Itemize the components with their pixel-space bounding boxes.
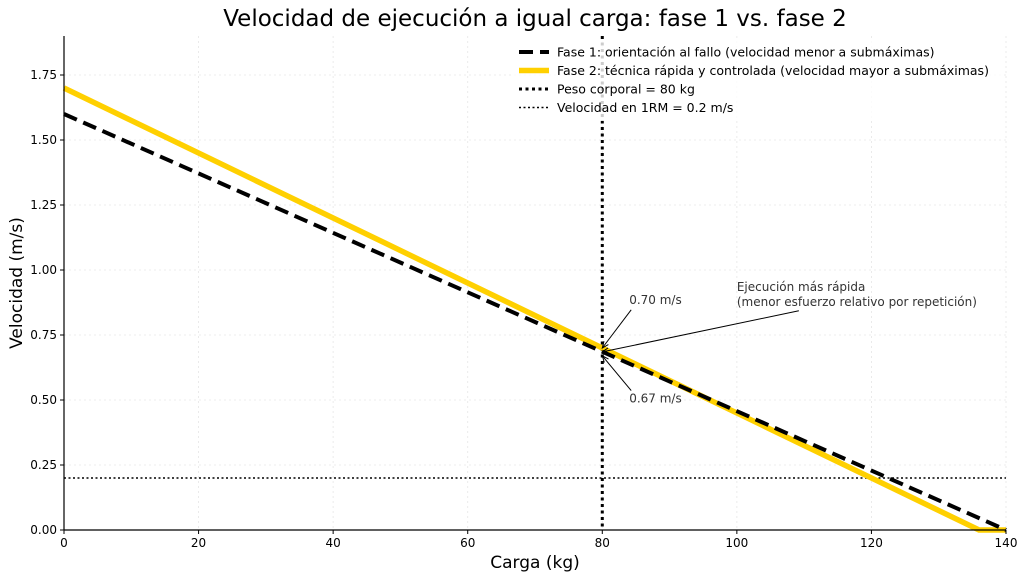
legend-label: Fase 2: técnica rápida y controlada (vel… [557,63,989,78]
y-tick-label: 1.50 [30,133,57,147]
annotation-arrowhead [601,347,610,354]
legend-label: Fase 1: orientación al fallo (velocidad … [557,45,935,60]
legend-label: Velocidad en 1RM = 0.2 m/s [557,100,733,115]
y-tick-label: 0.50 [30,393,57,407]
y-tick-label: 0.25 [30,458,57,472]
reference-lines [64,36,1006,530]
x-tick-label: 40 [326,536,341,550]
annotation-text: 0.70 m/s [629,293,682,307]
y-tick-label: 0.75 [30,328,57,342]
x-tick-label: 80 [595,536,610,550]
ticks: 0 20 40 60 80 100 120 140 0.00 0.25 0.50 0.75 1.00 1.… [30,68,1017,550]
chart-title: Velocidad de ejecución a igual carga: fa… [223,6,847,32]
y-tick-label: 0.00 [30,523,57,537]
legend-box [511,41,1001,121]
axes [63,36,1006,531]
annotation-arrowhead [601,354,609,363]
annotation-arrowhead [601,341,609,350]
annotation-text: 0.67 m/s [629,392,682,406]
annotation-arrow [602,310,799,353]
annotation-arrow [601,309,632,349]
legend-label: Peso corporal = 80 kg [557,82,695,97]
x-axis-label: Carga (kg) [490,553,580,573]
series-line-2 [62,85,1006,533]
y-tick-label: 1.25 [30,198,57,212]
x-tick-label: 20 [191,536,206,550]
y-tick-label: 1.00 [30,263,57,277]
x-tick-label: 120 [860,536,883,550]
y-tick-label: 1.75 [30,68,57,82]
legend: Fase 1: orientación al fallo (velocidad … [511,41,1001,121]
series-group [62,85,1007,533]
x-tick-label: 0 [60,536,68,550]
annotation-text: Ejecución más rápida (menor esfuerzo rela… [737,280,977,309]
y-axis-label: Velocidad (m/s) [7,217,27,349]
series-line-1 [63,112,1007,532]
x-tick-label: 100 [725,536,748,550]
x-tick-label: 140 [995,536,1018,550]
annotations: 0.70 m/s 0.67 m/s Ejecución más rápida (men… [601,280,977,406]
x-tick-label: 60 [460,536,475,550]
annotation-arrow [601,355,632,391]
